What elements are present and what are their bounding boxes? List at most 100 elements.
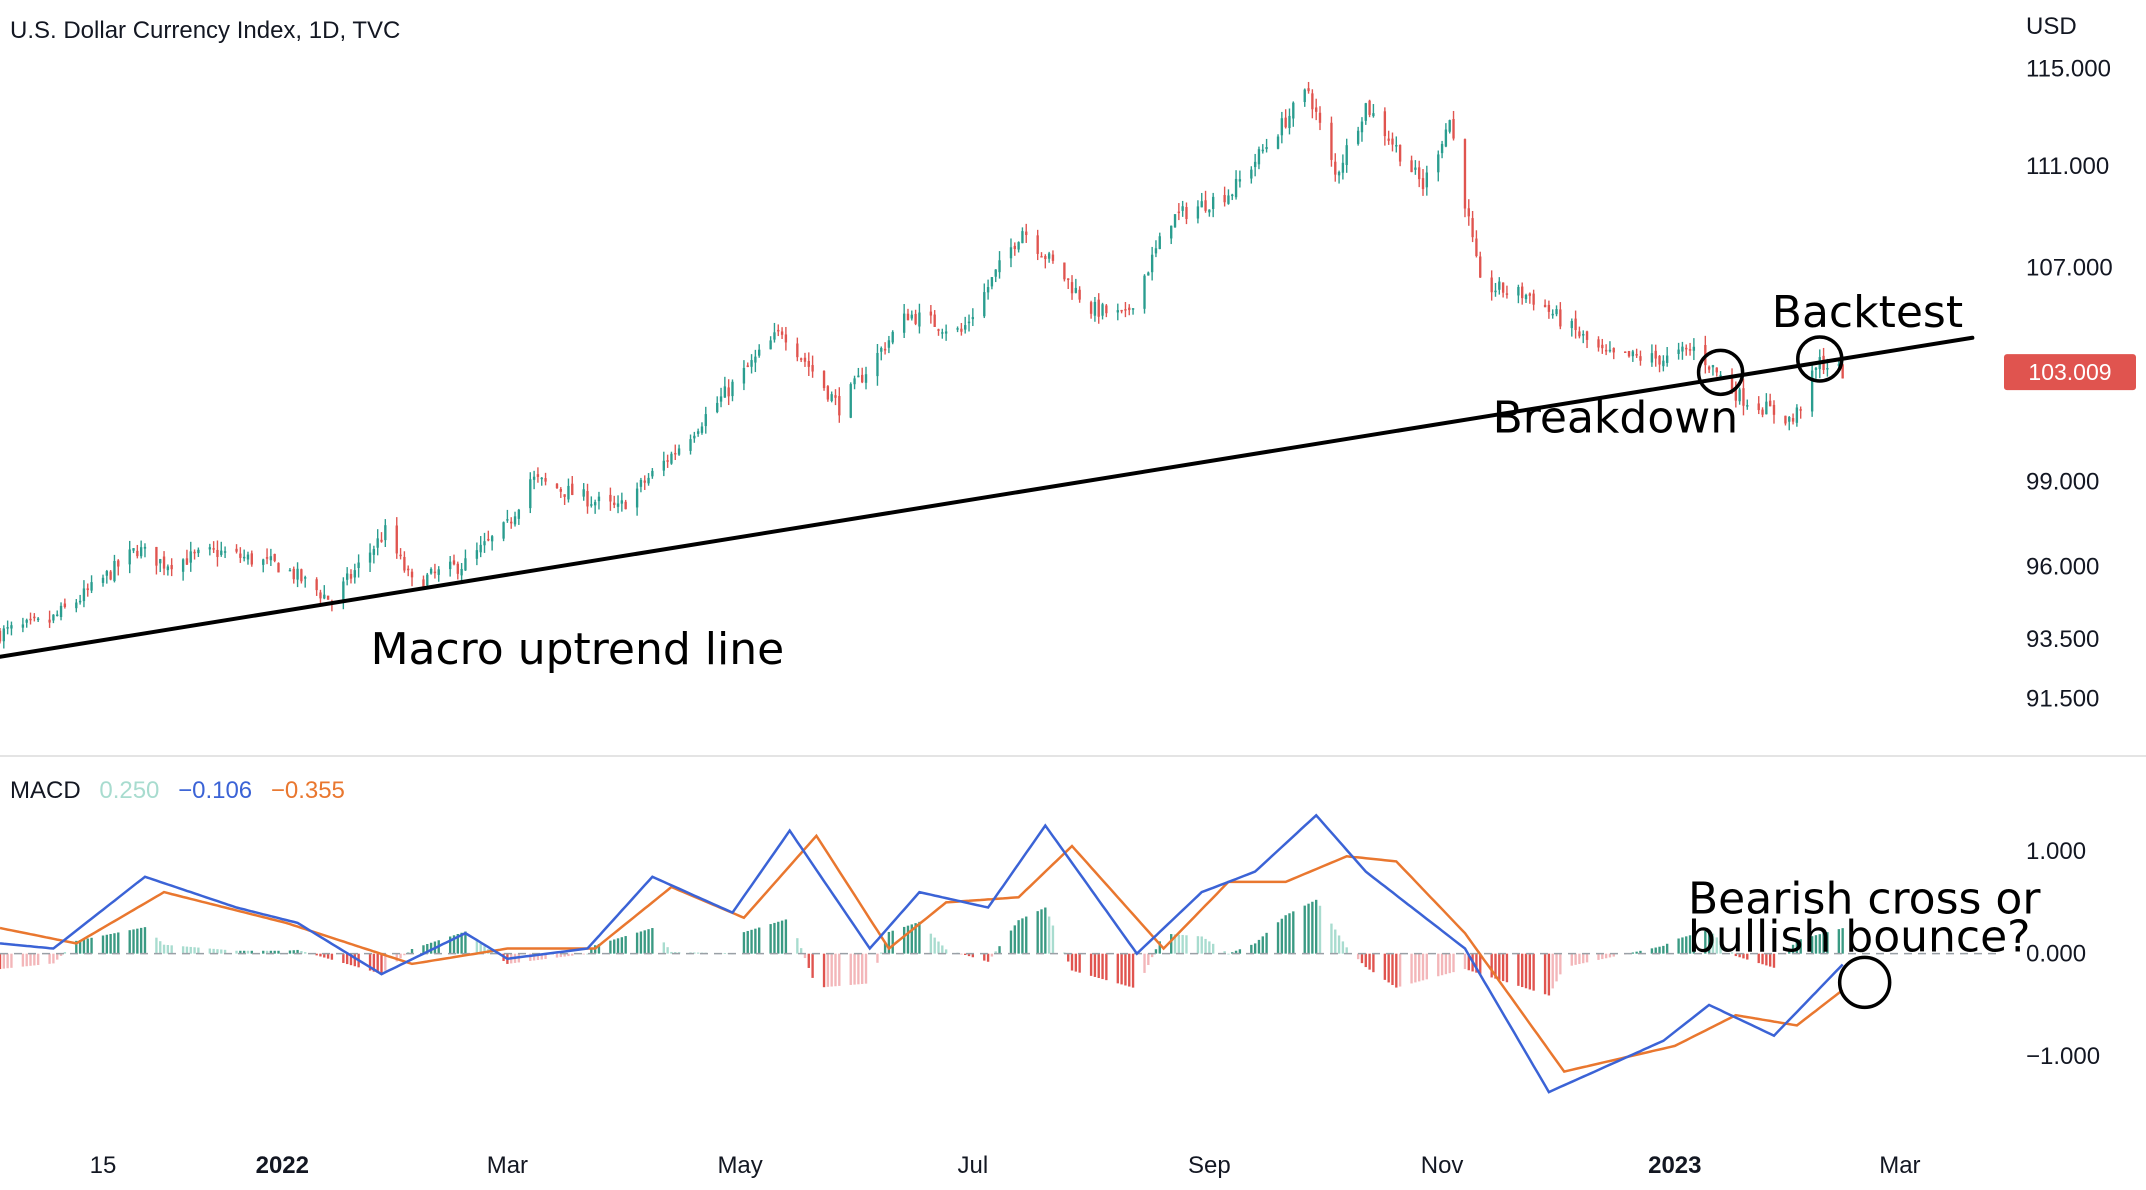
price-candle [1177,203,1181,221]
macd-histogram-bar [1570,953,1573,966]
macd-histogram-bar [376,953,379,973]
macd-histogram-bar [36,953,40,966]
price-candle [456,561,459,580]
macd-histogram-bar [769,924,772,954]
macd-tick-label: 0.000 [2026,941,2086,968]
macd-histogram-bar [586,953,589,955]
price-candle [1742,378,1745,416]
price-candle [777,324,780,337]
macd-histogram-bar [910,924,913,954]
price-candle [1570,318,1573,337]
macd-histogram-bar [90,937,93,954]
macd-histogram-bar [1124,953,1127,986]
macd-histogram-bar [1765,953,1768,966]
macd-histogram-bar [807,953,810,968]
price-candle [1337,170,1341,184]
price-candle [811,355,814,378]
price-candle [1234,170,1238,200]
price-candle [422,575,425,588]
price-candle [235,544,238,554]
price-candle [1101,302,1104,320]
macd-signal-line [0,833,1844,1074]
price-candle [864,366,868,390]
macd-histogram-bar [544,953,547,960]
trendline-annotation: Macro uptrend line [371,624,785,675]
price-candle [1574,310,1577,339]
price-candle [1662,355,1665,372]
macd-histogram-bar [1318,905,1322,954]
macd-histogram-bar [864,953,868,984]
price-candle [1559,302,1562,330]
price-candle [6,620,9,635]
macd-histogram-bar [994,951,997,954]
macd-histogram-bar [1681,937,1684,954]
macd-histogram-bar [395,953,398,962]
price-candle [1791,413,1795,425]
macd-histogram-bar [82,939,86,954]
backtest-annotation: Backtest [1772,287,1963,338]
macd-histogram-bar [1788,949,1791,954]
price-candle [48,610,51,628]
time-tick-label: 15 [90,1152,117,1179]
macd-histogram-bar [1425,953,1429,980]
price-candle [1318,106,1322,131]
macd-histogram-bar [1250,944,1253,954]
macd-histogram-bar [609,940,612,954]
price-candle [250,550,253,567]
price-candle [883,342,887,355]
macd-histogram-bar [571,953,574,956]
price-candle [727,379,730,406]
price-candle [994,269,997,283]
price-candle [52,614,55,624]
price-candle [403,551,406,573]
macd-histogram-bar [1173,934,1177,954]
price-candle [101,574,105,587]
price-candle [1341,154,1345,180]
price-candle [716,396,719,414]
macd-histogram-bar [799,948,803,954]
macd-histogram-bar [483,946,486,954]
price-candle [242,549,246,562]
macd-histogram-bar [1665,943,1669,954]
price-candle [1147,271,1150,276]
macd-histogram-bar [1418,953,1421,982]
macd-histogram-bar [1154,949,1158,954]
price-candle [372,545,376,564]
time-tick-label: Mar [487,1152,528,1179]
price-candle [822,370,826,391]
macd-histogram-bar [670,951,673,954]
price-candle [1360,117,1364,142]
macd-histogram-bar [1528,953,1532,990]
macd-histogram-bar [1715,937,1718,954]
price-candle [1021,227,1024,244]
price-candle [323,585,326,600]
macd-histogram-bar [326,953,330,959]
price-candle [1334,153,1337,182]
price-candle [1795,404,1799,427]
price-tick-label: 115.000 [2026,56,2111,83]
macd-histogram-bar [1078,953,1081,973]
macd-histogram-bar [262,950,265,954]
macd-histogram-bar [1635,951,1638,954]
macd-histogram-bar [674,952,677,954]
price-candle [1265,138,1268,153]
macd-histogram-bar [1467,953,1470,971]
price-candle [1284,109,1287,129]
price-candle [1479,251,1482,278]
macd-histogram-bar [319,953,322,957]
price-candle [1654,344,1657,367]
macd-histogram-bar [1105,953,1108,981]
macd-histogram-bar [1597,953,1600,960]
price-candle [1158,232,1161,250]
price-candle [1128,304,1131,316]
macd-histogram-bar [559,953,562,958]
price-candle [1208,209,1211,217]
price-candle [460,563,463,582]
macd-histogram-bar [1040,909,1043,954]
price-candle [1799,406,1802,419]
price-candle [223,546,227,559]
macd-histogram-bar [1757,953,1760,964]
price-candle [918,303,921,334]
macd-histogram-bar [181,946,185,954]
macd-histogram-bar [723,953,727,955]
